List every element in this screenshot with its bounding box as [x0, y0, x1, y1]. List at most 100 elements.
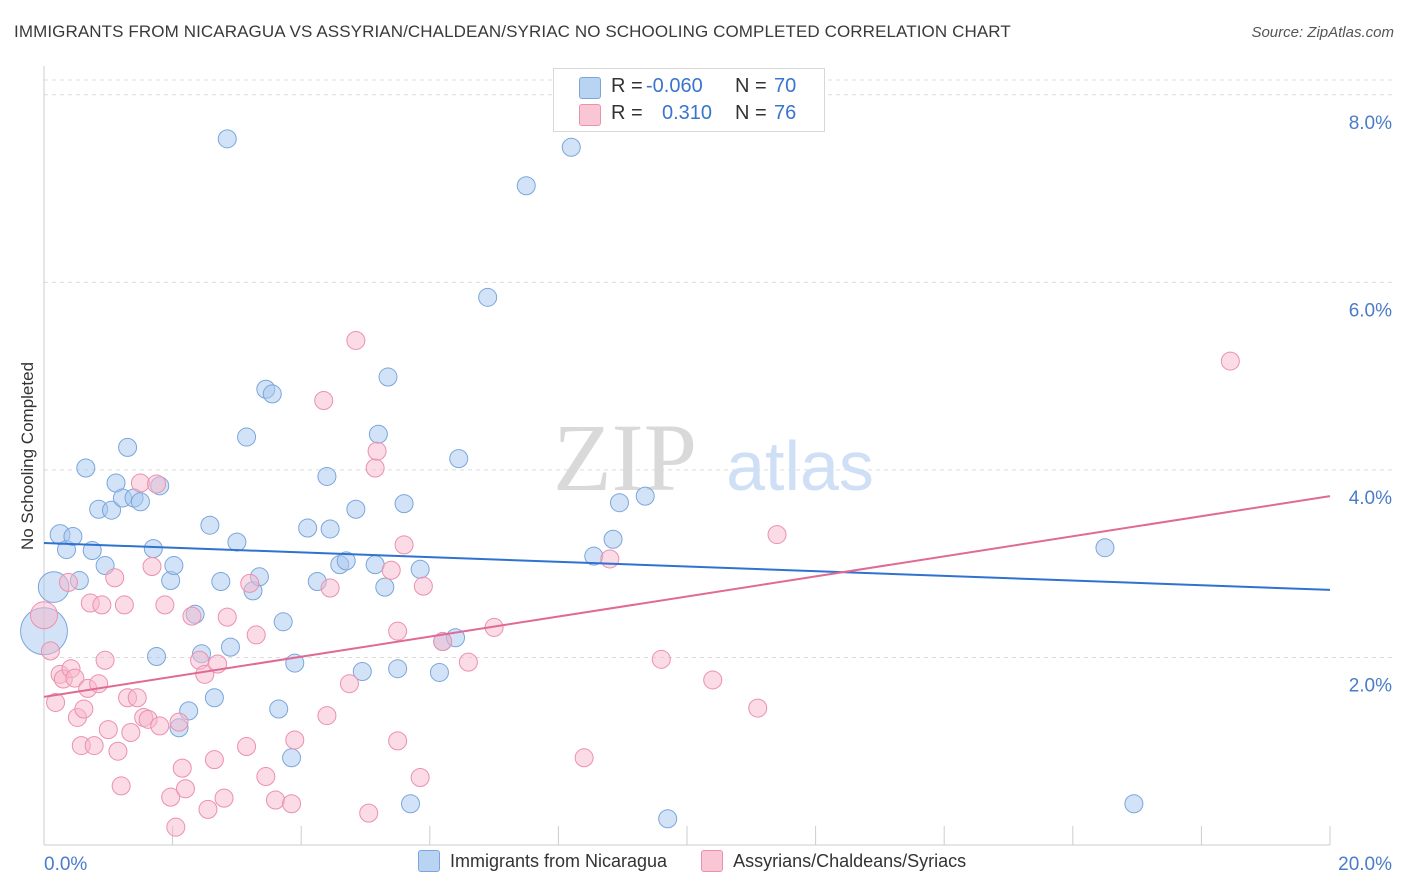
trend-layer — [43, 495, 1331, 698]
assyrian-point — [74, 699, 94, 719]
assyrian-point — [65, 668, 85, 688]
nicaragua-point — [143, 539, 163, 559]
legend-label-nicaragua: Immigrants from Nicaragua — [450, 850, 668, 871]
assyrian-point — [98, 720, 118, 740]
legend-swatch-nicaragua — [418, 850, 440, 872]
assyrian-point — [30, 601, 58, 630]
watermark-zip: ZIP — [553, 404, 697, 511]
assyrian-point — [359, 803, 379, 823]
nicaragua-point — [147, 647, 167, 667]
r-value-2: 0.310 — [662, 102, 713, 124]
x-tick-label: 0.0% — [44, 854, 87, 875]
nicaragua-point — [227, 532, 247, 552]
nicaragua-point — [204, 688, 224, 708]
legend-item-nicaragua: Immigrants from Nicaragua — [418, 850, 667, 872]
assyrian-point — [388, 731, 408, 751]
assyrian-point — [413, 576, 433, 596]
nicaragua-point — [365, 555, 385, 575]
nicaragua-point — [368, 424, 388, 444]
r-label-1: R = — [611, 75, 643, 97]
assyrian-point — [394, 535, 414, 555]
legend-item-assyrian: Assyrians/Chaldeans/Syriacs — [701, 850, 966, 872]
y-tick-label: 2.0% — [1349, 675, 1392, 696]
points-layer — [20, 129, 1240, 837]
assyrian-point — [346, 330, 366, 350]
assyrian-point — [121, 722, 141, 742]
nicaragua-point — [237, 427, 257, 447]
y-tick-label: 8.0% — [1349, 113, 1392, 134]
nicaragua-point — [336, 551, 356, 571]
nicaragua-point — [82, 541, 102, 561]
assyrian-trendline — [43, 495, 1331, 698]
y-tick-label: 6.0% — [1349, 300, 1392, 321]
r-label-2: R = — [611, 102, 643, 124]
assyrian-point — [388, 621, 408, 641]
nicaragua-point — [262, 384, 282, 404]
nicaragua-point — [269, 699, 289, 719]
nicaragua-point — [449, 449, 469, 469]
assyrian-point — [574, 748, 594, 768]
assyrian-point — [40, 641, 60, 661]
nicaragua-point — [429, 662, 449, 682]
nicaragua-point — [130, 492, 150, 512]
n-value-2: 76 — [774, 102, 797, 124]
assyrian-point — [58, 572, 78, 592]
legend-swatch-pink — [579, 104, 601, 126]
nicaragua-point — [63, 526, 83, 546]
watermark: ZIP atlas — [553, 404, 874, 511]
nicaragua-point — [1095, 538, 1115, 558]
nicaragua-point — [282, 748, 302, 768]
assyrian-point — [285, 730, 305, 750]
assyrian-point — [433, 631, 453, 651]
assyrian-point — [214, 788, 234, 808]
nicaragua-point — [388, 659, 408, 679]
assyrian-point — [172, 758, 192, 778]
assyrian-point — [265, 790, 285, 810]
nicaragua-point — [298, 518, 318, 538]
nicaragua-point — [609, 493, 629, 513]
assyrian-point — [166, 817, 186, 837]
assyrian-point — [381, 560, 401, 580]
assyrian-point — [703, 670, 723, 690]
assyrian-point — [130, 473, 150, 493]
nicaragua-point — [516, 176, 536, 196]
assyrian-point — [339, 674, 359, 694]
assyrian-point — [108, 741, 128, 761]
tick-label-layer: 2.0% 4.0% 6.0% 8.0% 0.0% 20.0% — [44, 113, 1392, 875]
n-value-1: 70 — [774, 75, 797, 97]
nicaragua-point — [410, 559, 430, 579]
assyrian-point — [195, 664, 215, 684]
assyrian-point — [217, 607, 237, 627]
x-tick-label: 20.0% — [1338, 854, 1392, 875]
nicaragua-point — [394, 494, 414, 514]
nicaragua-point — [217, 129, 237, 149]
nicaragua-point — [603, 529, 623, 549]
assyrian-point — [204, 750, 224, 770]
nicaragua-point — [375, 577, 395, 597]
assyrian-point — [767, 525, 787, 545]
nicaragua-point — [478, 287, 498, 307]
assyrian-point — [84, 736, 104, 756]
nicaragua-point — [211, 571, 231, 591]
source-credit: Source: ZipAtlas.com — [1251, 24, 1394, 41]
assyrian-point — [198, 799, 218, 819]
nicaragua-point — [118, 437, 138, 457]
nicaragua-point — [320, 519, 340, 539]
assyrian-point — [169, 712, 189, 732]
assyrian-point — [237, 737, 257, 757]
nicaragua-point — [220, 637, 240, 657]
assyrian-point — [367, 441, 387, 461]
nicaragua-point — [561, 137, 581, 157]
assyrian-point — [111, 776, 131, 796]
r-value-1: -0.060 — [646, 75, 703, 97]
legend-label-assyrian: Assyrians/Chaldeans/Syriacs — [733, 850, 967, 871]
assyrian-point — [142, 556, 162, 576]
nicaragua-point — [200, 515, 220, 535]
assyrian-point — [175, 779, 195, 799]
assyrian-point — [320, 578, 340, 598]
assyrian-point — [256, 767, 276, 787]
assyrian-point — [240, 573, 260, 593]
assyrian-point — [246, 625, 266, 645]
assyrian-point — [282, 794, 302, 814]
